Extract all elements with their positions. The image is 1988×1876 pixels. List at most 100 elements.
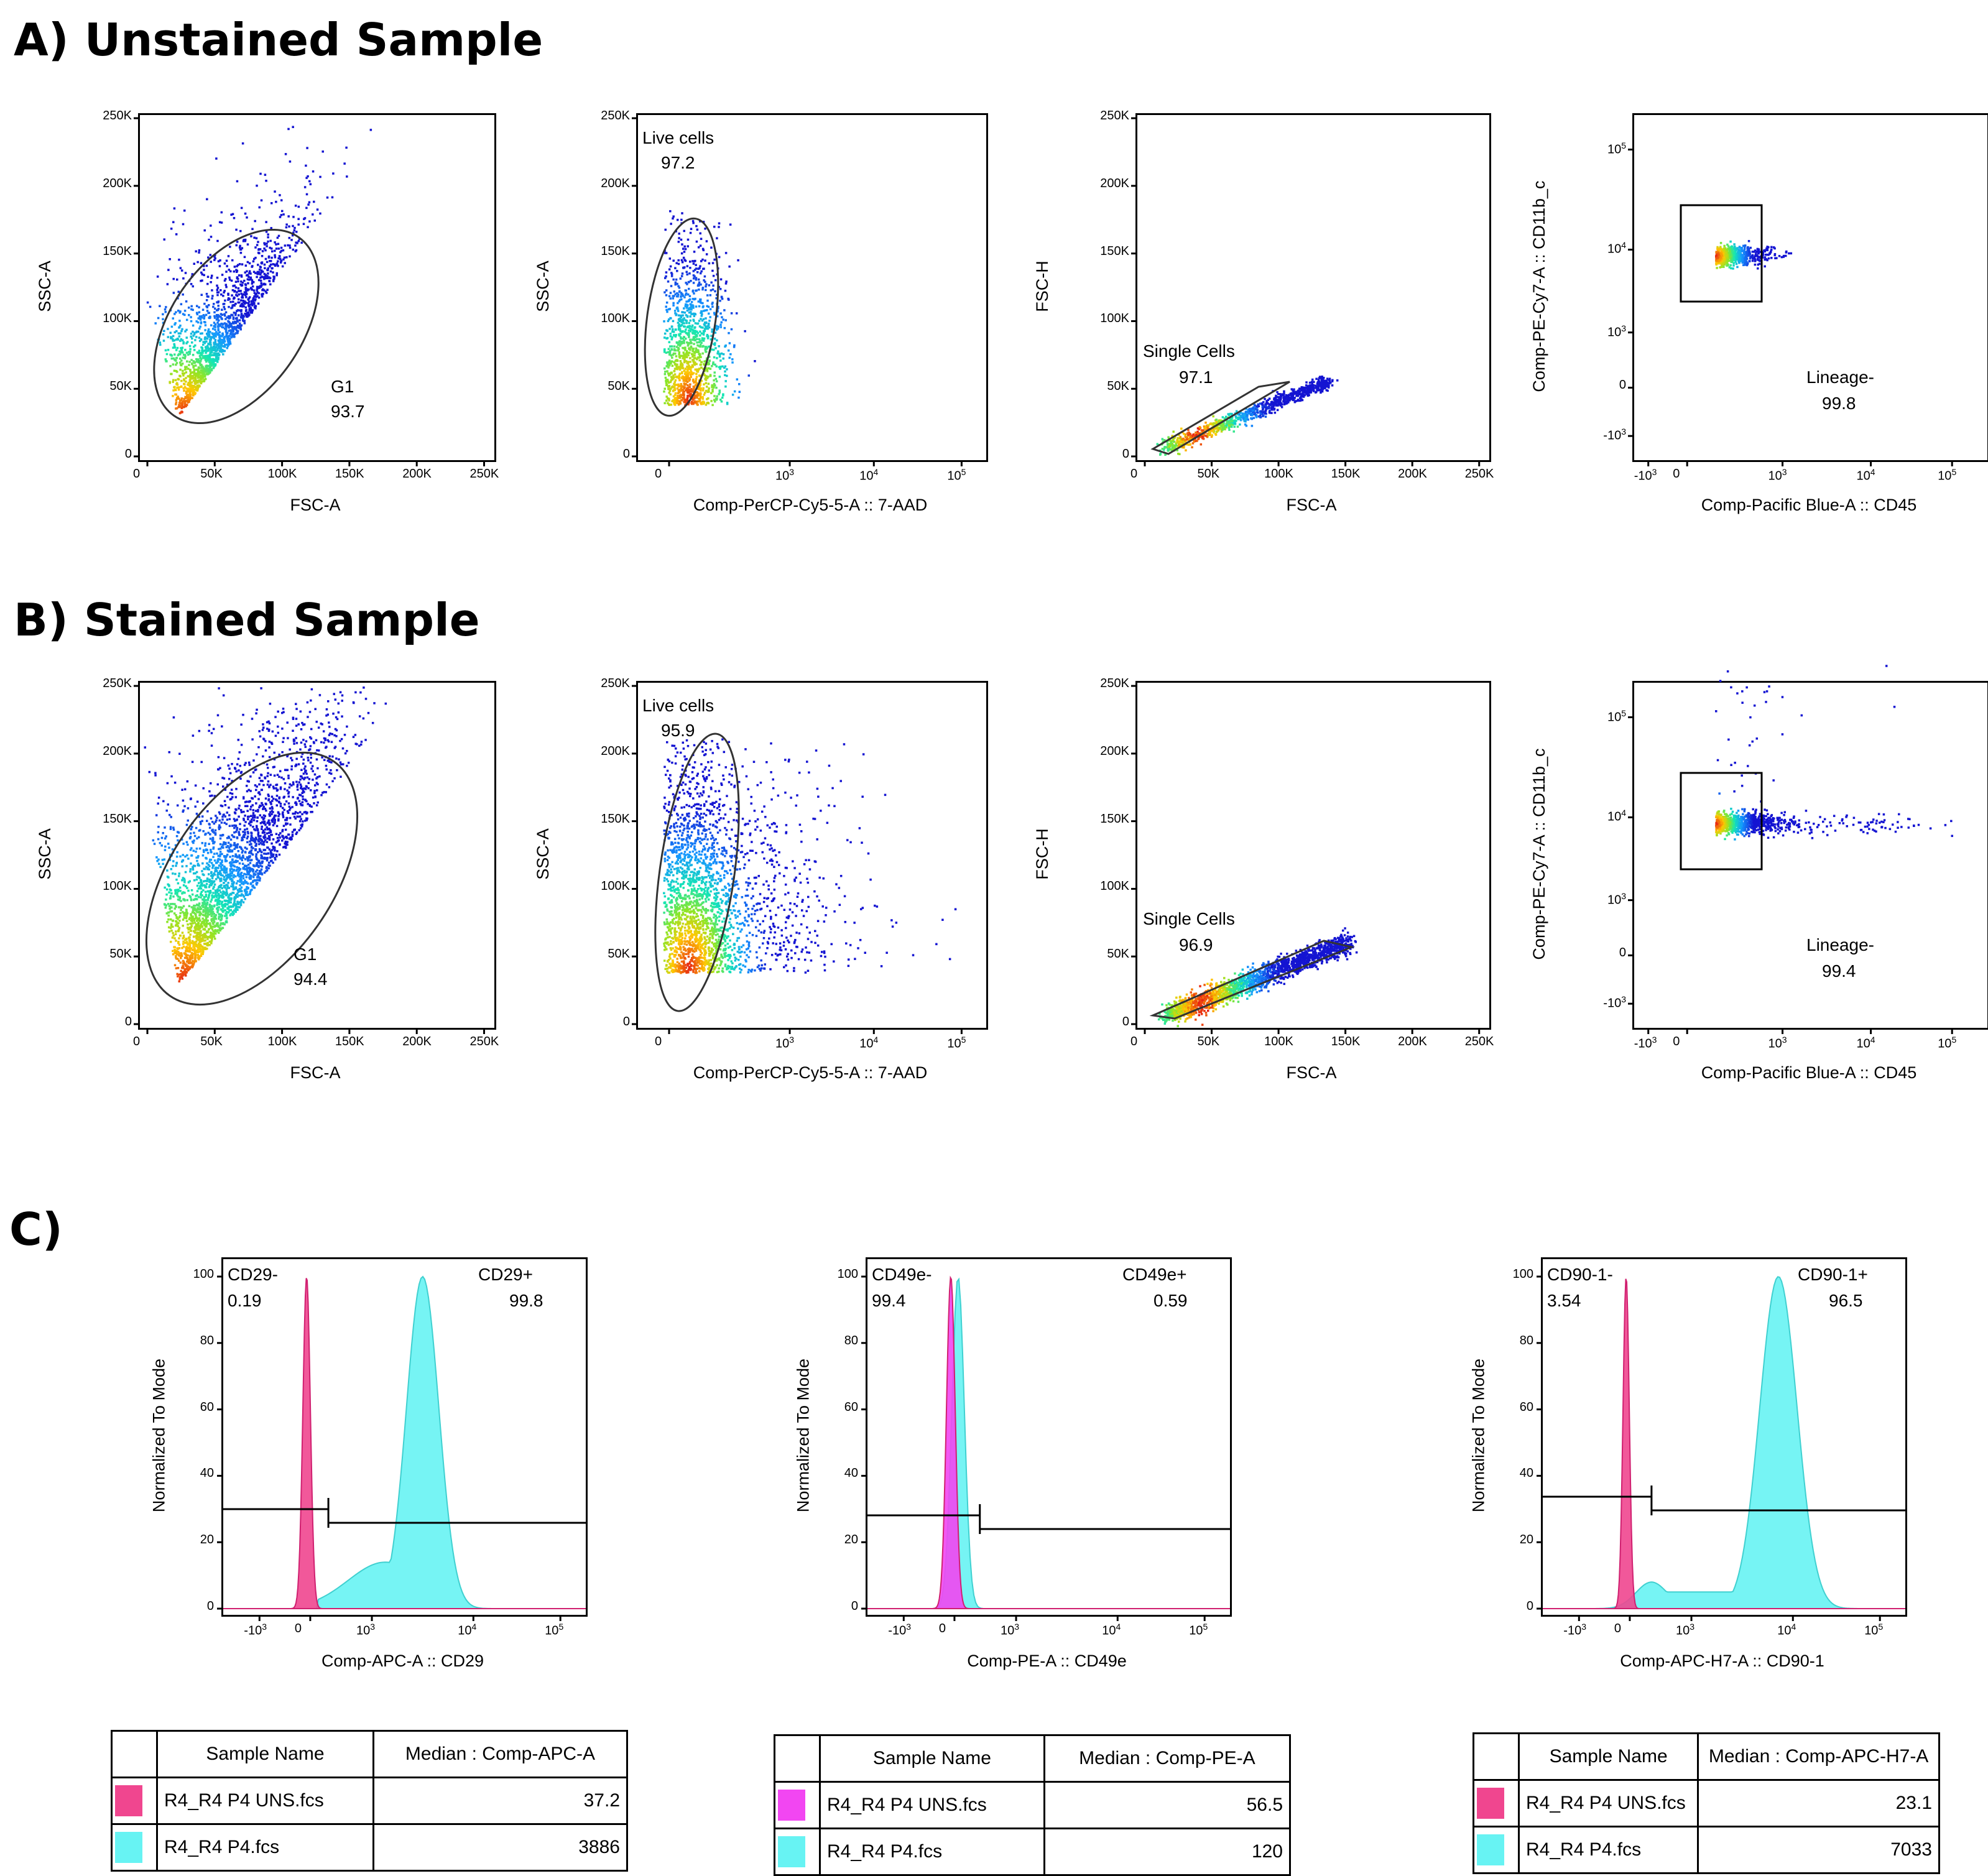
- event-dot: [276, 264, 279, 266]
- event-dot: [185, 300, 188, 303]
- x-tick-label: 100K: [1264, 467, 1293, 481]
- event-dot: [248, 272, 251, 275]
- event-dot: [707, 328, 710, 330]
- event-dot: [1307, 395, 1310, 397]
- event-dot: [700, 284, 702, 286]
- event-dot: [198, 371, 200, 373]
- event-dot: [221, 314, 224, 317]
- event-dot: [267, 241, 269, 243]
- event-dot: [675, 355, 678, 358]
- event-dot: [687, 389, 690, 392]
- event-dot: [733, 344, 736, 347]
- event-dot: [719, 389, 721, 392]
- event-dot: [218, 291, 220, 293]
- event-dot: [711, 365, 713, 367]
- event-dot: [696, 341, 698, 344]
- event-dot: [211, 336, 214, 339]
- event-dot: [277, 837, 279, 839]
- event-dot: [1185, 436, 1187, 438]
- event-dot: [714, 400, 716, 403]
- event-dot: [732, 394, 734, 396]
- event-dot: [261, 262, 263, 265]
- event-dot: [170, 354, 173, 357]
- event-dot: [677, 384, 680, 387]
- event-dot: [230, 323, 233, 325]
- event-dot: [1726, 264, 1728, 267]
- event-dot: [678, 333, 680, 336]
- event-dot: [703, 333, 705, 336]
- event-dot: [678, 379, 681, 382]
- event-dot: [693, 277, 695, 280]
- event-dot: [239, 246, 241, 249]
- event-dot: [693, 313, 696, 315]
- event-dot: [179, 353, 182, 356]
- event-dot: [210, 349, 213, 352]
- event-dot: [677, 347, 680, 349]
- event-dot: [224, 328, 226, 330]
- event-dot: [688, 288, 690, 290]
- event-dot: [683, 359, 686, 361]
- event-dot: [189, 345, 192, 348]
- event-dot: [673, 349, 676, 352]
- gate-label-name: G1: [331, 374, 354, 400]
- event-dot: [1195, 432, 1197, 434]
- event-dot: [680, 219, 683, 221]
- event-dot: [700, 394, 702, 397]
- event-dot: [229, 270, 232, 273]
- event-dot: [692, 290, 695, 292]
- event-dot: [683, 347, 686, 349]
- event-dot: [695, 305, 698, 308]
- event-dot: [184, 310, 187, 312]
- event-dot: [205, 366, 208, 368]
- event-dot: [672, 218, 674, 220]
- event-dot: [198, 336, 201, 339]
- event-dot: [679, 389, 682, 391]
- event-dot: [178, 335, 181, 338]
- event-dot: [665, 395, 668, 398]
- event-dot: [698, 289, 700, 291]
- event-dot: [198, 366, 200, 369]
- event-dot: [716, 357, 718, 359]
- event-dot: [1300, 389, 1303, 391]
- event-dot: [1729, 257, 1732, 259]
- event-dot: [237, 325, 239, 327]
- event-dot: [258, 206, 261, 209]
- event-dot: [223, 339, 225, 341]
- event-dot: [1227, 422, 1229, 424]
- event-dot: [202, 854, 205, 857]
- event-dot: [238, 290, 240, 292]
- event-dot: [1752, 251, 1754, 253]
- event-dot: [712, 285, 714, 287]
- event-dot: [718, 393, 720, 395]
- event-dot: [171, 358, 173, 360]
- event-dot: [308, 220, 311, 223]
- event-dot: [238, 298, 240, 301]
- event-dot: [210, 366, 212, 369]
- event-dot: [269, 741, 271, 743]
- x-tick-label: 104: [859, 467, 878, 484]
- event-dot: [186, 404, 188, 407]
- event-dot: [1277, 409, 1279, 412]
- event-dot: [190, 333, 193, 335]
- event-dot: [683, 384, 686, 386]
- event-dot: [1172, 446, 1174, 449]
- event-dot: [681, 243, 683, 246]
- event-dot: [157, 275, 159, 278]
- event-dot: [226, 343, 228, 346]
- event-dot: [734, 390, 736, 393]
- event-dot: [690, 342, 693, 344]
- event-dot: [711, 302, 714, 304]
- event-dot: [1768, 252, 1771, 255]
- event-dot: [724, 346, 726, 348]
- event-dot: [187, 807, 190, 810]
- event-dot: [270, 270, 272, 273]
- event-dot: [265, 258, 267, 261]
- event-dot: [200, 354, 202, 356]
- event-dot: [280, 199, 283, 201]
- event-dot: [219, 265, 221, 267]
- event-dot: [673, 370, 676, 372]
- event-dot: [228, 325, 230, 327]
- event-dot: [685, 332, 688, 335]
- event-dot: [678, 353, 680, 356]
- event-dot: [170, 373, 173, 376]
